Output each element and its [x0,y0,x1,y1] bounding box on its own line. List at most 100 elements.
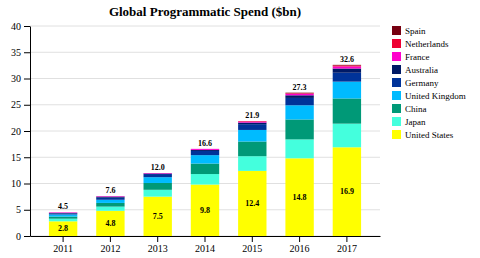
bar [238,171,266,236]
legend-item: Japan [392,117,426,127]
legend: Spain Netherlands France Australia Germany Un… [392,26,466,140]
bar-series [285,65,361,93]
bar [49,212,77,213]
bar-series [238,65,361,121]
y-tick: 30 [11,73,30,84]
y-tick: 25 [11,99,30,110]
bar [49,212,77,214]
legend-label: Australia [405,65,438,75]
y-tick-mark [24,210,30,211]
x-tick-mark [346,236,347,242]
y-tick-label: 20 [11,126,21,137]
x-tick: 2015 [242,236,262,254]
bar [285,94,313,96]
bar [191,149,219,150]
x-tick: 2016 [290,236,310,254]
legend-label: Japan [405,117,426,127]
legend-swatch [392,65,401,74]
bar [49,219,77,222]
legend-swatch [392,39,401,48]
legend-label: United States [405,130,454,140]
y-tick: 10 [11,178,30,189]
legend-label: United Kingdom [405,91,466,101]
legend-item: Germany [392,78,439,88]
y-tick-label: 40 [11,21,21,32]
x-tick-mark [205,236,206,242]
bar [49,212,77,213]
y-axis: 0510152025303540 [11,21,31,242]
bar [333,65,361,66]
bar [285,158,313,236]
x-axis: 2011201220132014201520162017 [31,236,381,254]
legend-swatch [392,130,401,139]
x-tick: 2012 [100,236,120,254]
y-tick-mark [24,79,30,80]
legend-swatch [392,26,401,35]
x-tick-mark [63,236,64,242]
bar [144,183,172,190]
y-tick-label: 15 [11,152,21,163]
y-tick: 35 [11,47,30,58]
legend-item: Spain [392,26,426,36]
x-tick: 2013 [148,236,168,254]
x-tick-mark [299,236,300,242]
bar [49,221,77,236]
bar [191,174,219,185]
bar-series [49,82,361,217]
bar [333,66,361,68]
bar [285,98,313,105]
grid-line [30,104,380,105]
data-label: 2.8 [58,224,68,233]
data-label: 7.5 [153,212,163,221]
bar [49,213,77,214]
bar [191,151,219,155]
bar [333,64,361,66]
legend-label: Spain [405,26,426,36]
legend-label: Netherlands [405,39,449,49]
bar [49,212,77,214]
bar [96,197,124,198]
bar [96,198,124,200]
bar [191,185,219,236]
legend-item: China [392,104,427,114]
bar [285,119,313,139]
legend-item: Australia [392,65,438,75]
bar [191,155,219,163]
x-tick-label: 2013 [148,243,168,254]
bar [333,147,361,236]
bar [238,121,266,122]
x-tick-label: 2012 [100,243,120,254]
grid-line [30,52,380,53]
grid-line [30,131,380,132]
bar [144,173,172,174]
x-tick-label: 2017 [337,243,357,254]
x-tick-mark [110,236,111,242]
total-label: 16.6 [198,139,212,148]
y-tick: 20 [11,126,30,137]
y-tick-mark [24,236,30,237]
y-tick: 5 [16,204,30,215]
total-label: 4.5 [58,202,68,211]
grid-line [30,26,380,27]
bar [238,123,266,125]
data-label: 4.8 [105,219,115,228]
legend-swatch [392,91,401,100]
bar [144,173,172,174]
total-label: 12.0 [151,163,165,172]
bar [238,124,266,130]
x-tick-mark [252,236,253,242]
legend-item: Netherlands [392,39,449,49]
bar-series [49,98,361,218]
y-tick-mark [24,157,30,158]
bar [285,105,313,119]
bar [191,164,219,175]
grid-line [30,78,380,79]
bar [96,211,124,236]
bar [238,130,266,142]
bar [96,203,124,207]
bars [49,65,361,236]
grid [30,26,380,236]
y-tick-mark [24,52,30,53]
bar [285,93,313,95]
legend-item: France [392,52,430,62]
